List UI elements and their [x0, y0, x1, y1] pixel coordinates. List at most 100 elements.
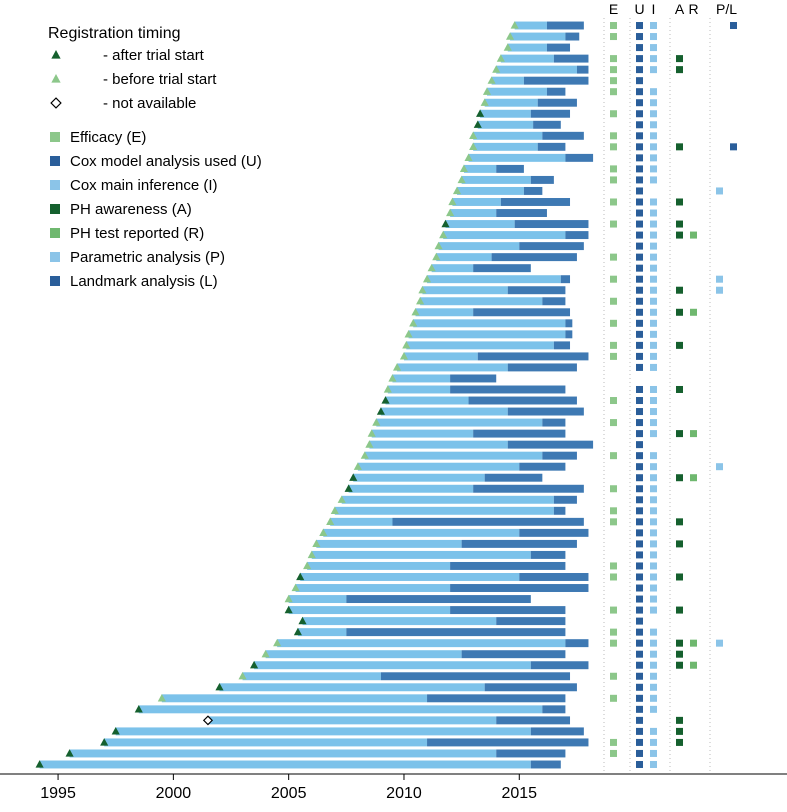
flag-I — [650, 430, 657, 437]
flag-I — [650, 55, 657, 62]
flag-I — [650, 728, 657, 735]
flag-I — [650, 408, 657, 415]
x-tick-label: 2015 — [501, 785, 537, 802]
flag-E — [610, 518, 617, 525]
flag-U — [636, 353, 643, 360]
flag-A — [676, 739, 683, 746]
trial-bar-phase1 — [104, 738, 427, 746]
flag-A — [676, 607, 683, 614]
trial-bar-phase1 — [365, 452, 543, 460]
trial-bar-phase2 — [542, 132, 584, 140]
flag-U — [636, 540, 643, 547]
flag-U — [636, 684, 643, 691]
trial-bar-phase2 — [496, 749, 565, 757]
flag-U — [636, 143, 643, 150]
flag-U — [636, 298, 643, 305]
trial-bar-phase2 — [554, 341, 570, 349]
flag-I — [650, 673, 657, 680]
legend-item-label: - not available — [103, 95, 196, 112]
trial-bar-phase1 — [312, 551, 531, 559]
flag-U — [636, 232, 643, 239]
flag-A — [676, 232, 683, 239]
flag-U — [636, 430, 643, 437]
flag-I — [650, 353, 657, 360]
legend-flag-icon — [50, 132, 60, 142]
flag-E — [610, 132, 617, 139]
trial-bar-phase2 — [547, 22, 584, 30]
flag-E — [610, 673, 617, 680]
flag-E — [610, 562, 617, 569]
trial-bar-phase1 — [496, 66, 577, 74]
flag-A — [676, 342, 683, 349]
trial-bar-phase1 — [307, 562, 450, 570]
flag-R — [690, 232, 697, 239]
trial-bar-phase2 — [565, 639, 588, 647]
flag-U — [636, 761, 643, 768]
flag-U — [636, 452, 643, 459]
trial-bar-phase1 — [358, 463, 519, 471]
trial-bar-phase1 — [473, 143, 538, 151]
flag-I — [650, 364, 657, 371]
flag-U — [636, 99, 643, 106]
flag-I — [650, 397, 657, 404]
flag-U — [636, 198, 643, 205]
flag-U — [636, 618, 643, 625]
flag-E — [610, 88, 617, 95]
trial-bar-phase1 — [436, 253, 491, 261]
trial-bar-phase1 — [432, 264, 474, 272]
trial-bar-phase1 — [462, 176, 531, 184]
trial-bar-phase1 — [464, 165, 496, 173]
trial-bar-phase1 — [487, 88, 547, 96]
flag-U — [636, 408, 643, 415]
trial-bar-phase1 — [296, 584, 451, 592]
flag-I — [650, 121, 657, 128]
flag-I — [650, 452, 657, 459]
flag-E — [610, 66, 617, 73]
flag-U — [636, 673, 643, 680]
flag-I — [650, 662, 657, 669]
flag-E — [610, 55, 617, 62]
flag-I — [650, 232, 657, 239]
legend-flag-icon — [50, 276, 60, 286]
trial-bar-phase1 — [266, 650, 462, 658]
flag-A — [676, 573, 683, 580]
trial-bar-phase2 — [508, 363, 577, 371]
trial-bar-phase2 — [473, 485, 584, 493]
flag-R — [690, 640, 697, 647]
flag-U — [636, 507, 643, 514]
trial-bar-phase1 — [388, 386, 450, 394]
trial-bar-phase1 — [452, 198, 500, 206]
flag-U — [636, 176, 643, 183]
flag-I — [650, 573, 657, 580]
trial-bar-phase1 — [392, 374, 450, 382]
flag-U — [636, 518, 643, 525]
trial-bar-phase1 — [404, 352, 478, 360]
flag-A — [676, 640, 683, 647]
trial-bar-phase1 — [289, 595, 347, 603]
trial-bar-phase2 — [473, 308, 570, 316]
flag-U — [636, 254, 643, 261]
flag-U — [636, 596, 643, 603]
flag-U — [636, 717, 643, 724]
col-header-R: R — [688, 1, 698, 17]
trial-bar-phase1 — [457, 187, 524, 195]
trial-bar-phase2 — [519, 242, 584, 250]
flag-I — [650, 22, 657, 29]
flag-I — [650, 66, 657, 73]
flag-U — [636, 320, 643, 327]
flag-I — [650, 254, 657, 261]
flag-I — [650, 88, 657, 95]
flag-U — [636, 22, 643, 29]
flag-U — [636, 221, 643, 228]
trial-bar-phase2 — [533, 121, 561, 129]
legend-item-label: Landmark analysis (L) — [70, 273, 218, 290]
flag-E — [610, 22, 617, 29]
flag-I — [650, 640, 657, 647]
flag-P — [716, 640, 723, 647]
trial-bar-phase1 — [397, 363, 508, 371]
flag-I — [650, 110, 657, 117]
flag-U — [636, 33, 643, 40]
trial-bar-phase2 — [450, 606, 565, 614]
flag-I — [650, 529, 657, 536]
trial-bar-phase2 — [501, 198, 570, 206]
